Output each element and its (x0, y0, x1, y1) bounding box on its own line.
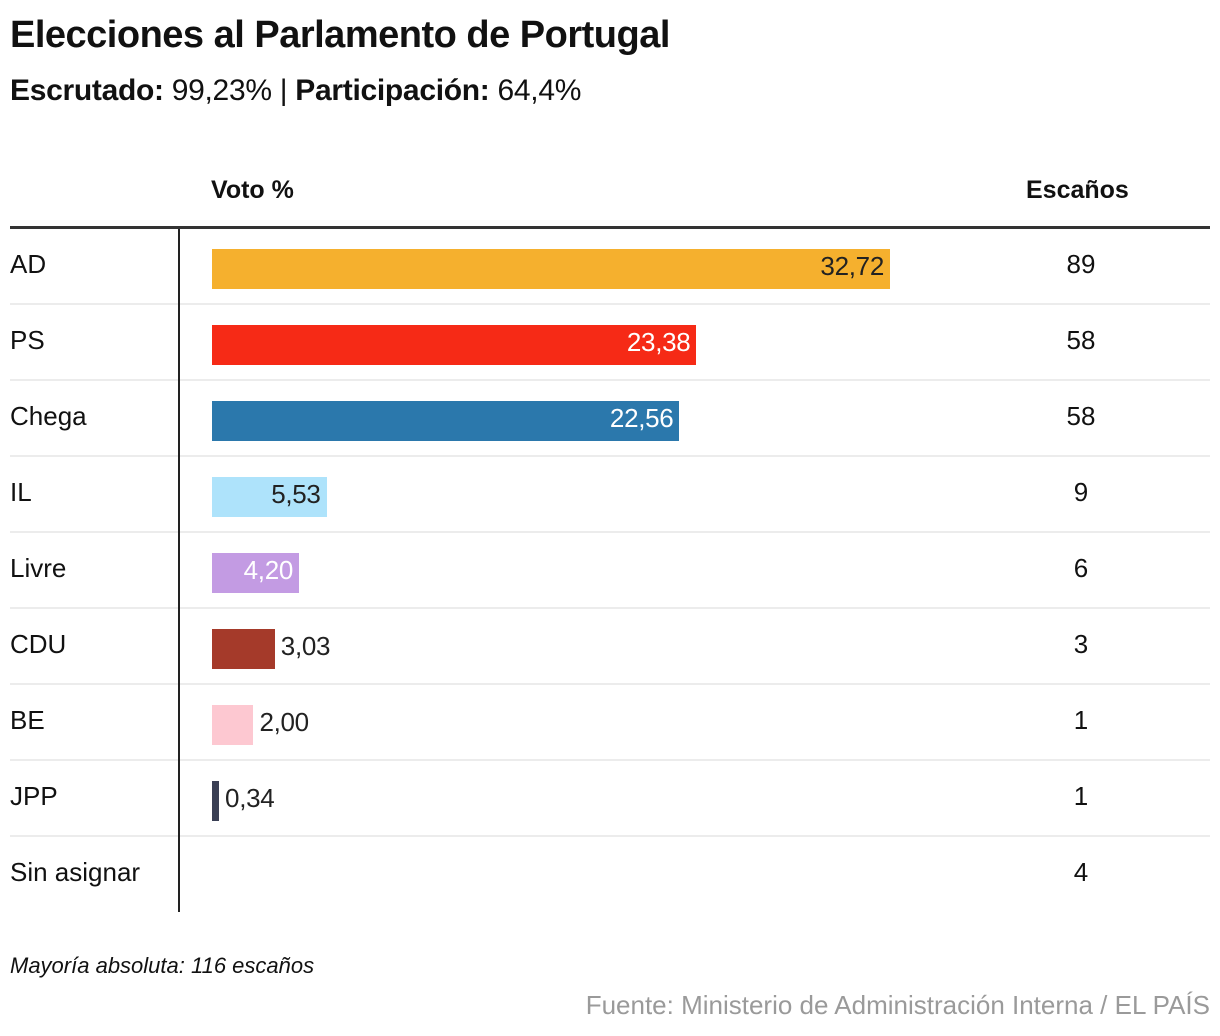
table-row: AD 32,72 89 (10, 229, 1210, 305)
vote-label: 32,72 (820, 251, 884, 281)
vote-bar (212, 477, 327, 517)
row-divider (10, 379, 1210, 381)
table-row: IL 5,53 9 (10, 457, 1210, 533)
vote-bar (212, 705, 254, 745)
chart-title: Elecciones al Parlamento de Portugal (10, 14, 670, 56)
party-name: BE (10, 705, 45, 735)
source-credit: Fuente: Ministerio de Administración Int… (585, 990, 1210, 1020)
seats-value: 1 (1073, 705, 1089, 735)
row-divider (10, 835, 1210, 837)
seats-value: 4 (1073, 857, 1089, 887)
vote-label: 0,34 (225, 783, 275, 813)
table-row: BE 2,00 1 (10, 685, 1210, 761)
majority-note: Mayoría absoluta: 116 escaños (10, 953, 315, 978)
subtitle-separator: | (279, 74, 288, 107)
seats-value: 3 (1073, 629, 1089, 659)
vote-column-header: Voto % (211, 176, 294, 204)
row-divider (10, 683, 1210, 685)
row-divider (10, 455, 1210, 457)
vote-label: 23,38 (626, 327, 691, 357)
vote-bar (212, 401, 680, 441)
vote-bar (212, 553, 300, 593)
party-name: CDU (10, 629, 67, 659)
row-divider (10, 607, 1210, 609)
turnout-value: 64,4% (497, 74, 582, 107)
vote-label: 4,20 (243, 555, 294, 585)
table-row: Sin asignar 4 (10, 837, 1210, 913)
seats-value: 58 (1066, 401, 1096, 431)
header-rule (10, 226, 1210, 229)
party-name: Chega (10, 401, 87, 431)
table-row: JPP 0,34 1 (10, 761, 1210, 837)
turnout-label: Participación: (295, 74, 490, 107)
table-row: Livre 4,20 6 (10, 533, 1210, 609)
scrutinized-value: 99,23% (171, 74, 272, 107)
chart-subtitle: Escrutado: 99,23% | Participación: 64,4% (10, 74, 581, 108)
seats-value: 58 (1066, 325, 1096, 355)
vote-label: 22,56 (609, 403, 674, 433)
vote-bar (212, 629, 275, 669)
axis-line (178, 229, 180, 912)
party-name: Livre (10, 553, 67, 583)
seats-value: 9 (1073, 477, 1089, 507)
row-divider (10, 303, 1210, 305)
vote-bar (212, 781, 220, 821)
party-name: JPP (10, 781, 58, 811)
scrutinized-label: Escrutado: (10, 74, 164, 107)
vote-bar (212, 325, 697, 365)
row-divider (10, 759, 1210, 761)
party-name: Sin asignar (10, 857, 141, 887)
seats-column-header: Escaños (1026, 176, 1129, 204)
row-divider (10, 531, 1210, 533)
vote-label: 3,03 (280, 631, 331, 661)
vote-label: 2,00 (259, 707, 309, 737)
party-name: PS (10, 325, 45, 355)
table-row: PS 23,38 58 (10, 305, 1210, 381)
table-row: Chega 22,56 58 (10, 381, 1210, 457)
seats-value: 1 (1073, 781, 1089, 811)
party-name: AD (10, 249, 47, 279)
seats-value: 6 (1073, 553, 1089, 583)
vote-label: 5,53 (271, 479, 321, 509)
seats-value: 89 (1066, 249, 1096, 279)
vote-bar (212, 249, 890, 289)
party-name: IL (10, 477, 32, 507)
table-row: CDU 3,03 3 (10, 609, 1210, 685)
